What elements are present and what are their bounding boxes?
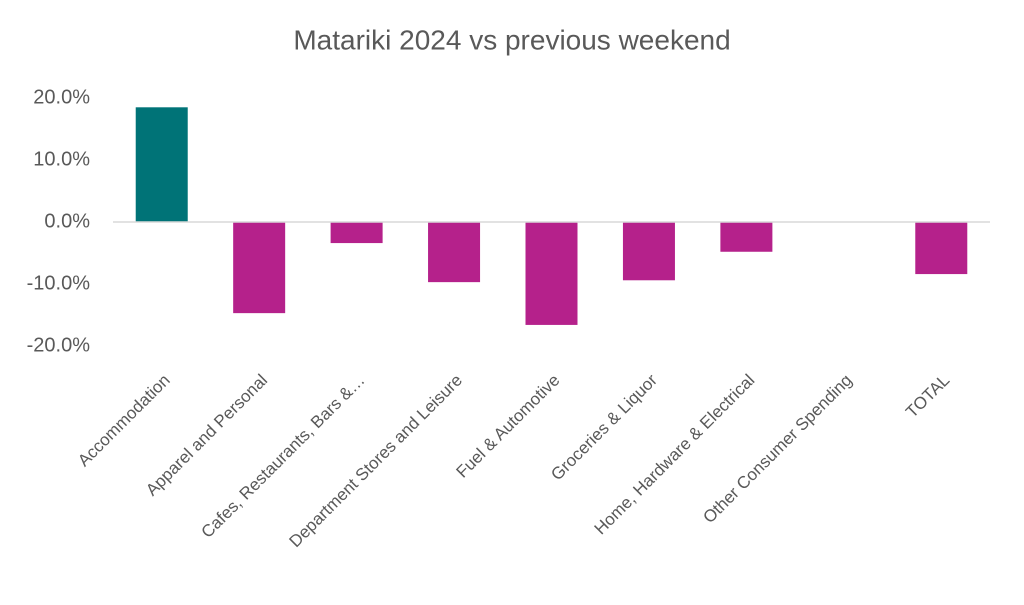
- bar: [233, 222, 286, 314]
- y-tick-label: -10.0%: [27, 272, 91, 294]
- x-tick-label: Department Stores and Leisure: [286, 371, 466, 551]
- bar: [915, 222, 968, 275]
- y-tick-label: 20.0%: [33, 86, 90, 108]
- bar: [622, 222, 675, 281]
- bar: [525, 222, 578, 325]
- y-tick-label: 0.0%: [44, 210, 90, 232]
- bar: [135, 107, 188, 222]
- x-tick-label: Home, Hardware & Electrical: [591, 371, 759, 539]
- bar: [720, 222, 773, 252]
- x-tick-label: Cafes, Restaurants, Bars &…: [198, 371, 369, 542]
- y-tick-label: -20.0%: [27, 334, 91, 356]
- chart-title: Matariki 2024 vs previous weekend: [293, 24, 730, 55]
- bar: [428, 222, 481, 283]
- x-tick-label: Fuel & Automotive: [453, 371, 564, 482]
- x-tick-label: Groceries & Liquor: [547, 370, 661, 484]
- y-tick-label: 10.0%: [33, 148, 90, 170]
- bar: [330, 222, 383, 244]
- x-tick-label: TOTAL: [902, 371, 953, 422]
- x-tick-label: Accommodation: [74, 371, 174, 471]
